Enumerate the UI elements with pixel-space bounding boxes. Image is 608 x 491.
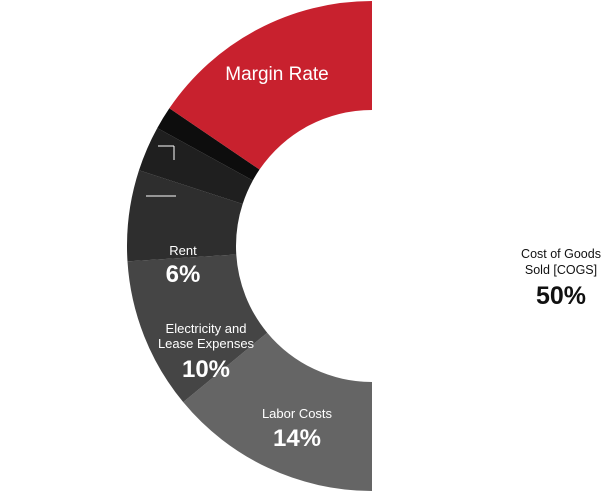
slice-unlabeled-5: [157, 108, 260, 181]
slice-labor-costs: [183, 332, 372, 491]
slice-unlabeled-4: [138, 127, 253, 204]
cogs-label-line2: Sold [COGS]: [524, 263, 598, 277]
cogs-value: 50%: [535, 282, 587, 310]
cogs-label-block: Cost of Goods Sold [COGS] 50%: [496, 246, 608, 311]
rent-value: 6%: [166, 261, 201, 288]
slice-electricity-and-lease-expenses: [127, 254, 268, 403]
electricity-label-line1: Electricity and: [166, 321, 247, 336]
slice-cost-of-goods-sold-cogs: [372, 1, 608, 491]
electricity-value: 10%: [182, 356, 230, 383]
margin-rate-label: Margin Rate: [225, 64, 329, 85]
leader-lines: [146, 145, 176, 197]
slice-rent: [127, 170, 243, 262]
labor-costs-label: Labor Costs: [262, 406, 333, 421]
electricity-label-line2: Lease Expenses: [158, 336, 255, 351]
cogs-label-line1: Cost of Goods: [521, 247, 601, 261]
rent-label: Rent: [169, 243, 197, 258]
labor-costs-value: 14%: [273, 425, 321, 452]
slice-margin-rate: [169, 1, 372, 170]
